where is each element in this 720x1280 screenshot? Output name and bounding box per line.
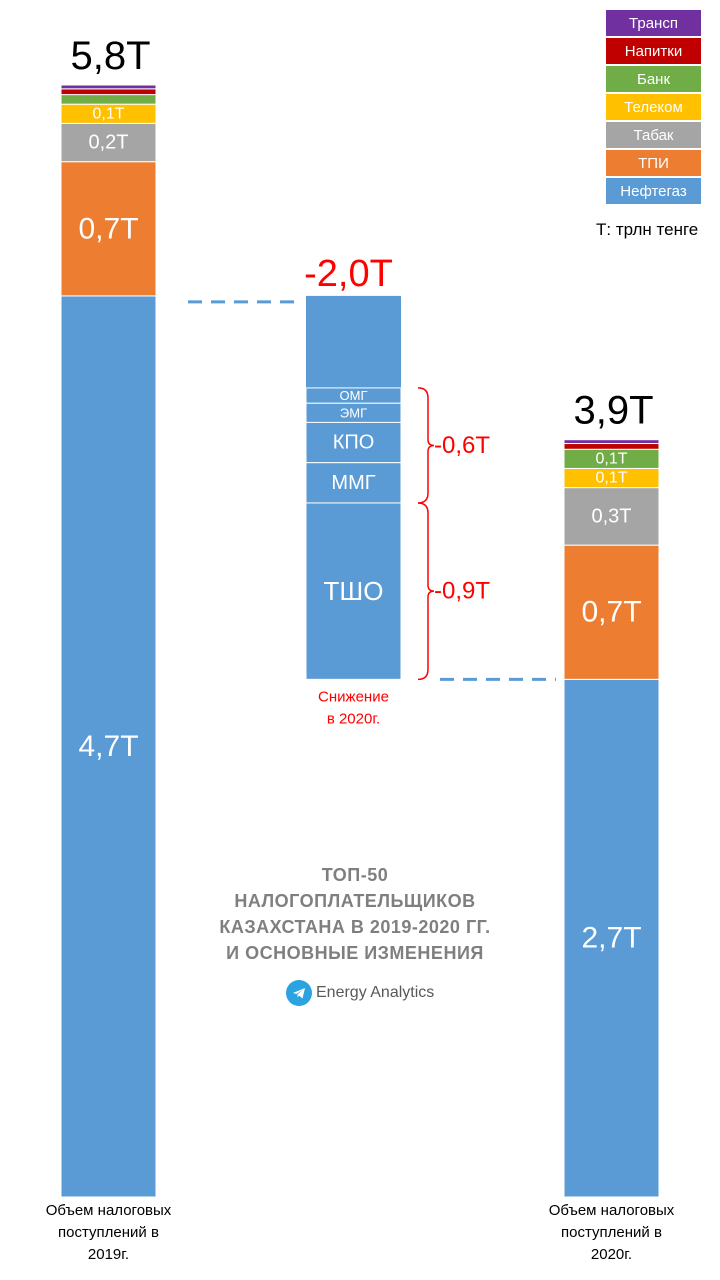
bar-segment-2019 [60,295,157,1198]
decline-segment-label: ММГ [331,472,375,494]
decline-segment-label: ТШО [324,576,384,606]
segment-label: 0,7Т [78,212,138,245]
bar-segment-2020 [563,443,660,450]
title-line: КАЗАХСТАНА В 2019-2020 ГГ. [219,917,491,937]
bracket [417,387,435,504]
category-label: 2019г. [88,1246,129,1263]
chart-title: ТОП-50 НАЛОГОПЛАТЕЛЬЩИКОВ КАЗАХСТАНА В 2… [180,862,530,966]
decline-caption: в 2020г. [327,710,380,727]
decline-segment-label: ОМГ [340,388,368,403]
bar-segment-2019 [60,84,157,90]
bar-segment-2020 [563,544,660,680]
bar-segment-2019 [60,122,157,163]
segment-label: 0,2Т [88,132,128,154]
category-label: Объем налоговых [46,1202,172,1219]
legend-item: Напитки [606,38,701,64]
segment-label: 0,3Т [591,505,631,527]
bracket-label: -0,9Т [434,578,490,605]
category-label: поступлений в [561,1224,662,1241]
legend-item: Табак [606,122,701,148]
segment-label: 0,1Т [595,450,627,467]
decline-bar-top [306,295,401,388]
segment-label: 0,7Т [581,596,641,629]
bar-segment-2020 [563,487,660,546]
legend-item: Телеком [606,94,701,120]
title-line: ТОП-50 [321,865,389,885]
brand[interactable]: Energy Analytics [286,980,434,1006]
category-label: Объем налоговых [549,1202,675,1219]
segment-label: 2,7Т [581,922,641,955]
segment-label: 4,7Т [78,730,138,763]
bracket [417,502,435,681]
category-label: поступлений в [58,1224,159,1241]
telegram-icon [286,980,312,1006]
title-line: НАЛОГОПЛАТЕЛЬЩИКОВ [234,891,476,911]
bracket-label: -0,6Т [434,432,490,459]
legend-item: ТПИ [606,150,701,176]
decline-segment [305,421,402,464]
bar-segment-2019 [60,88,157,96]
brand-name: Energy Analytics [316,984,435,1001]
legend-item: Трансп [606,10,701,36]
legend-item: Нефтегаз [606,178,701,204]
bar-segment-2019 [60,94,157,105]
bar-total-label: 3,9Т [573,389,653,433]
category-label: 2020г. [591,1246,632,1263]
legend: Трансп Напитки Банк Телеком Табак ТПИ Нефтегаз [606,10,701,206]
decline-total-label: -2,0Т [304,253,393,295]
decline-segment [305,502,402,680]
title-line: И ОСНОВНЫЕ ИЗМЕНЕНИЯ [226,943,484,963]
decline-segment-label: ЭМГ [340,405,367,420]
bar-total-label: 5,8Т [70,34,150,78]
decline-segment-label: КПО [333,432,375,454]
segment-label: 0,1Т [92,105,124,122]
segment-label: 0,1Т [595,470,627,487]
decline-caption: Снижение [318,688,389,705]
unit-note: Т: трлн тенге [596,220,699,239]
bar-segment-2020 [563,678,660,1198]
legend-item: Банк [606,66,701,92]
bar-segment-2020 [563,439,660,445]
